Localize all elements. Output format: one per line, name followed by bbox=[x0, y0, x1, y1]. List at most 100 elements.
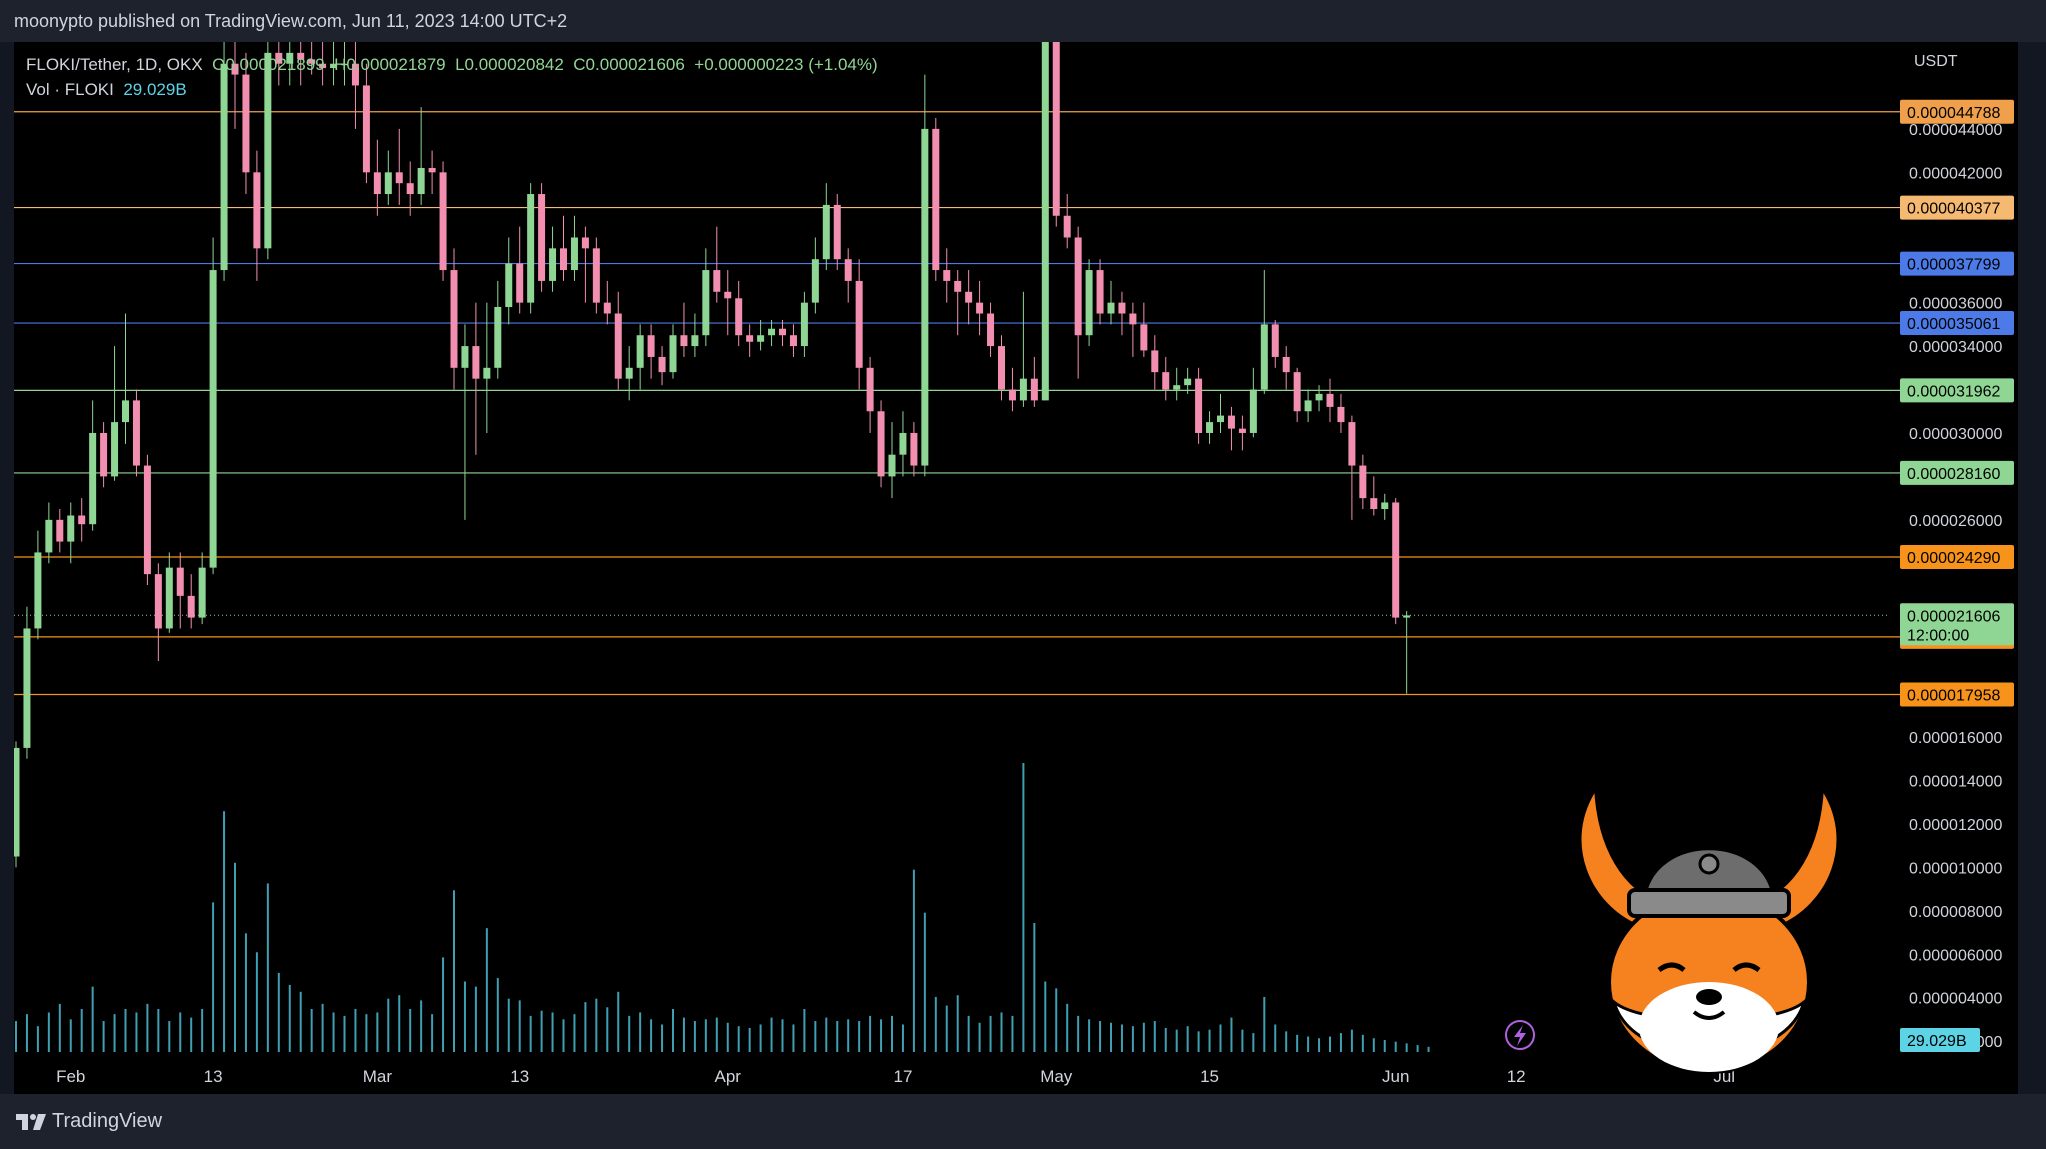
volume-bar bbox=[1274, 1024, 1277, 1052]
candle-down bbox=[1348, 422, 1356, 466]
candle-up bbox=[1381, 502, 1389, 509]
candlestick-chart[interactable]: 0.0000020000.0000040000.0000060000.00000… bbox=[14, 42, 2018, 1094]
volume-bar bbox=[420, 1000, 423, 1052]
volume-bar bbox=[507, 998, 510, 1052]
candle-down bbox=[987, 313, 995, 347]
volume-bar bbox=[47, 1012, 50, 1052]
tradingview-brand-label: TradingView bbox=[52, 1110, 163, 1132]
volume-bar bbox=[376, 1012, 379, 1052]
y-tick-label: 0.000004000 bbox=[1909, 991, 2003, 1008]
volume-bar bbox=[124, 1009, 127, 1052]
volume-bar bbox=[672, 1009, 674, 1052]
header-bar: moonypto published on TradingView.com, J… bbox=[0, 0, 2046, 42]
volume-bar bbox=[1110, 1022, 1112, 1052]
candle-down bbox=[1227, 415, 1235, 429]
volume-bar bbox=[409, 1009, 412, 1052]
candle-down bbox=[231, 63, 239, 75]
volume-bar bbox=[737, 1026, 740, 1052]
volume-bar bbox=[1307, 1036, 1310, 1052]
level-badge-label: 0.000037799 bbox=[1907, 257, 2001, 274]
chart-canvas[interactable]: 0.0000020000.0000040000.0000060000.00000… bbox=[14, 42, 2018, 1094]
candle-up bbox=[45, 519, 53, 553]
volume-bar bbox=[1120, 1024, 1123, 1052]
volume-bar bbox=[223, 811, 226, 1052]
volume-bar bbox=[15, 1021, 17, 1052]
candle-up bbox=[1315, 393, 1323, 401]
volume-bar bbox=[1350, 1029, 1353, 1052]
volume-bar bbox=[69, 1019, 72, 1052]
volume-bar bbox=[212, 902, 215, 1052]
volume-bar bbox=[1164, 1027, 1167, 1052]
candle-down bbox=[538, 194, 546, 281]
legend-symbol[interactable]: FLOKI/Tether, 1D, OKX bbox=[26, 55, 203, 74]
volume-bar bbox=[1361, 1034, 1364, 1052]
volume-bar bbox=[146, 1003, 149, 1052]
candle-up bbox=[669, 335, 677, 373]
volume-bar bbox=[1000, 1012, 1003, 1052]
volume-bar bbox=[1186, 1026, 1189, 1052]
volume-bar bbox=[628, 1015, 631, 1052]
candle-up bbox=[1019, 378, 1027, 401]
volume-bar bbox=[825, 1017, 828, 1052]
volume-badge-label: 29.029B bbox=[1907, 1033, 1967, 1050]
volume-bar bbox=[1263, 996, 1266, 1052]
level-badge bbox=[1900, 682, 2014, 707]
volume-bar bbox=[1241, 1029, 1244, 1052]
volume-bar bbox=[299, 991, 302, 1052]
candle-down bbox=[450, 270, 458, 368]
legend-close: C0.000021606 bbox=[573, 55, 685, 74]
level-badge-label: 0.000028160 bbox=[1907, 466, 2001, 483]
volume-bar bbox=[858, 1021, 861, 1052]
volume-bar bbox=[201, 1009, 204, 1052]
volume-bar bbox=[518, 1000, 521, 1052]
volume-bar bbox=[332, 1012, 335, 1052]
candle-down bbox=[154, 574, 162, 629]
candle-up bbox=[286, 52, 294, 64]
y-tick-label: 0.000042000 bbox=[1909, 165, 2003, 182]
volume-bar bbox=[168, 1021, 171, 1052]
candle-down bbox=[560, 248, 567, 271]
volume-bar bbox=[978, 1022, 981, 1052]
candle-down bbox=[789, 335, 797, 347]
candle-up bbox=[264, 52, 272, 249]
candle-up bbox=[384, 172, 392, 195]
candle-up bbox=[89, 432, 97, 525]
y-tick-label: 0.000026000 bbox=[1909, 513, 2003, 530]
volume-bar bbox=[912, 869, 915, 1052]
volume-bar bbox=[606, 1007, 609, 1052]
candle-down bbox=[143, 465, 151, 575]
volume-bar bbox=[945, 1005, 948, 1052]
volume-bar bbox=[1394, 1041, 1397, 1052]
candle-down bbox=[78, 515, 86, 525]
volume-bar bbox=[923, 912, 926, 1052]
candle-down bbox=[1337, 406, 1345, 423]
volume-bar bbox=[474, 986, 477, 1052]
candle-down bbox=[516, 263, 524, 303]
volume-bar bbox=[277, 972, 280, 1052]
x-tick-label: May bbox=[1040, 1067, 1073, 1086]
legend-vol-label[interactable]: Vol · FLOKI bbox=[26, 80, 114, 99]
candle-up bbox=[1173, 385, 1181, 390]
volume-bar bbox=[836, 1021, 839, 1052]
y-tick-label: 0.000016000 bbox=[1909, 730, 2003, 747]
volume-bar bbox=[967, 1015, 970, 1052]
candle-down bbox=[472, 346, 480, 379]
volume-bar bbox=[901, 1024, 904, 1052]
candle-up bbox=[549, 248, 557, 281]
footer-bar: TradingView bbox=[0, 1094, 2046, 1149]
volume-bar bbox=[113, 1014, 116, 1052]
candle-down bbox=[1151, 350, 1159, 373]
tradingview-brand[interactable]: TradingView bbox=[16, 1110, 162, 1133]
candle-down bbox=[275, 52, 283, 64]
volume-bar bbox=[1131, 1026, 1134, 1052]
volume-badge bbox=[1900, 1028, 1980, 1052]
candle-up bbox=[768, 328, 776, 336]
volume-bar bbox=[365, 1014, 368, 1052]
volume-bar bbox=[387, 998, 390, 1052]
volume-bar bbox=[442, 957, 445, 1052]
level-badge-label: 0.000044788 bbox=[1907, 105, 2001, 122]
candle-down bbox=[439, 172, 447, 271]
volume-bar bbox=[551, 1012, 554, 1052]
candle-down bbox=[603, 302, 611, 314]
candle-down bbox=[779, 328, 786, 336]
